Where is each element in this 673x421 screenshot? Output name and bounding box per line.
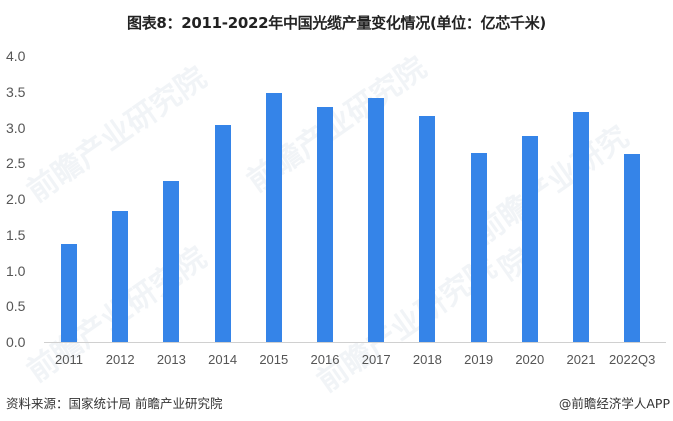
bar-2018 [419,116,436,342]
credit-note: @前瞻经济学人APP [558,396,670,411]
x-tick-label: 2020 [515,352,545,367]
source-note: 资料来源：国家统计局 前瞻产业研究院 [6,396,223,411]
x-axis-line [44,342,666,343]
bar-2013 [163,181,180,342]
y-tick-label: 2.5 [6,155,26,172]
bar-2017 [368,98,385,342]
bar-2014 [214,125,231,342]
bar-2016 [317,106,333,342]
y-tick-label: 2.0 [6,191,26,207]
x-tick-label: 2011 [55,352,83,367]
y-tick-label: 1.0 [6,262,26,279]
watermark: 前瞻产业研究院 [20,60,214,210]
y-tick-label: 4.0 [6,48,26,64]
bar-2012 [112,211,129,342]
bar-2011 [61,244,77,342]
bar-2019 [470,153,487,342]
x-tick-label: 2016 [310,352,340,367]
y-tick-label: 0.0 [6,334,26,350]
x-tick-label: 2015 [259,352,289,367]
bar-2015 [265,93,282,342]
x-tick-label: 2012 [105,352,135,367]
bar-2020 [521,136,538,342]
y-tick-label: 3.5 [6,83,26,100]
watermark: 前瞻产业研究院 [467,119,636,288]
bar-chart: 前瞻产业研究院前瞻产业研究院前瞻产业研究院前瞻产业研究院前瞻产业研究院 0.00… [6,48,666,399]
bar-2022Q3 [624,153,641,342]
y-tick-label: 3.0 [6,119,26,136]
x-tick-label: 2013 [156,352,186,367]
y-tick-label: 1.5 [6,226,26,243]
x-tick-label: 2019 [464,352,494,367]
x-tick-label: 2018 [412,352,442,367]
x-tick-label: 2014 [208,352,238,367]
x-tick-label: 2017 [361,352,391,367]
y-tick-label: 0.5 [6,298,26,315]
x-tick-label: 2021 [566,352,596,367]
chart-title: 图表8：2011-2022年中国光缆产量变化情况(单位：亿芯千米) [127,14,546,32]
x-tick-label: 2022Q3 [609,352,656,367]
bar-2021 [573,111,589,342]
